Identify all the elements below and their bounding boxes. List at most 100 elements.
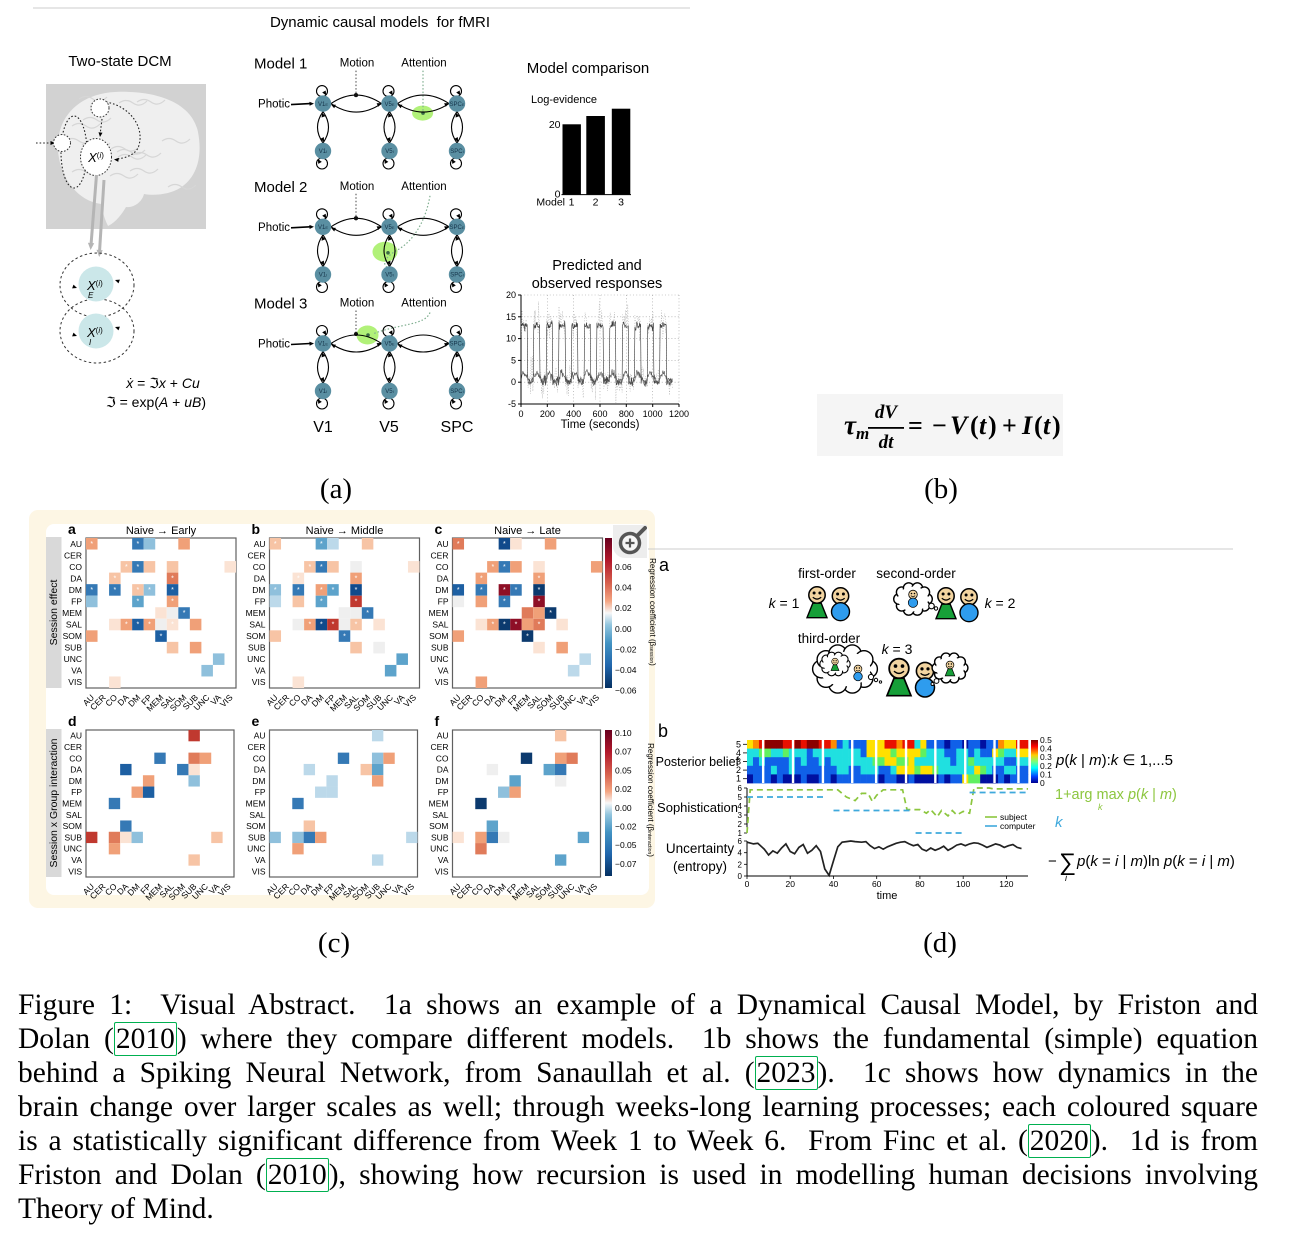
svg-text:*: * xyxy=(526,633,529,640)
svg-text:VIS: VIS xyxy=(252,677,266,687)
svg-text:SPCE: SPCE xyxy=(449,342,464,348)
svg-text:3: 3 xyxy=(736,757,741,767)
svg-text:VA: VA xyxy=(71,855,82,865)
svg-text:10: 10 xyxy=(506,334,516,344)
svg-text:CO: CO xyxy=(436,562,449,572)
svg-text:0.00: 0.00 xyxy=(615,803,632,813)
svg-text:DA: DA xyxy=(70,765,82,775)
svg-text:*: * xyxy=(137,599,140,606)
svg-text:*: * xyxy=(113,576,116,583)
svg-text:ℑ = exp(A + uB): ℑ = exp(A + uB) xyxy=(106,394,206,410)
svg-text:computer: computer xyxy=(1000,821,1036,831)
svg-text:*: * xyxy=(355,599,358,606)
svg-text:0: 0 xyxy=(1040,778,1045,788)
svg-text:Naive → Early: Naive → Early xyxy=(126,525,197,537)
svg-text:DM: DM xyxy=(69,776,82,786)
svg-text:*: * xyxy=(171,576,174,583)
svg-text:0.02: 0.02 xyxy=(615,784,632,794)
svg-text:SAL: SAL xyxy=(66,810,82,820)
svg-text:*: * xyxy=(538,622,541,629)
svg-text:CER: CER xyxy=(248,742,266,752)
svg-text:15: 15 xyxy=(506,312,516,322)
svg-text:*: * xyxy=(480,587,483,594)
svg-text:4: 4 xyxy=(738,802,743,811)
svg-text:*: * xyxy=(320,622,323,629)
svg-text:VIS: VIS xyxy=(68,866,82,876)
svg-text:2: 2 xyxy=(593,197,599,209)
svg-text:SOM: SOM xyxy=(429,821,448,831)
svg-text:AU: AU xyxy=(254,731,266,741)
svg-text:Session effect: Session effect xyxy=(48,580,60,646)
svg-text:DM: DM xyxy=(435,585,448,595)
svg-text:DA: DA xyxy=(254,765,266,775)
svg-text:1+arg max p(k | m): 1+arg max p(k | m) xyxy=(1055,787,1177,803)
svg-text:UNC: UNC xyxy=(430,844,448,854)
svg-text:CO: CO xyxy=(253,562,266,572)
svg-text:0.10: 0.10 xyxy=(615,728,632,738)
svg-text:UNC: UNC xyxy=(247,654,265,664)
svg-text:−0.02: −0.02 xyxy=(615,644,637,654)
svg-text:*: * xyxy=(515,587,518,594)
svg-text:Model comparison: Model comparison xyxy=(527,60,650,77)
svg-text:*: * xyxy=(549,610,552,617)
svg-text:6: 6 xyxy=(738,837,743,846)
svg-text:Motion: Motion xyxy=(340,58,375,70)
svg-text:Attention: Attention xyxy=(401,181,446,193)
svg-text:400: 400 xyxy=(566,409,581,419)
svg-text:*: * xyxy=(90,587,93,594)
svg-text:SAL: SAL xyxy=(249,810,265,820)
svg-text:*: * xyxy=(125,622,128,629)
svg-text:*: * xyxy=(148,622,151,629)
svg-text:DM: DM xyxy=(252,776,265,786)
svg-text:FP: FP xyxy=(255,787,266,797)
svg-text:t: t xyxy=(1043,411,1051,440)
svg-text:V5: V5 xyxy=(379,419,399,436)
svg-text:k: k xyxy=(1098,802,1103,812)
svg-text:0.06: 0.06 xyxy=(615,562,632,572)
svg-text:X(i): X(i) xyxy=(86,325,103,340)
svg-text:60: 60 xyxy=(872,879,882,889)
svg-text:SPCE: SPCE xyxy=(449,102,464,108)
svg-text:3: 3 xyxy=(738,811,743,820)
svg-text:SAL: SAL xyxy=(432,810,448,820)
svg-text:VIS: VIS xyxy=(435,866,449,876)
svg-text:*: * xyxy=(309,622,312,629)
svg-text:V1E: V1E xyxy=(318,342,328,348)
svg-text:V: V xyxy=(950,411,970,440)
svg-text:*: * xyxy=(320,541,323,548)
svg-text:Dynamic causal models for fMR: Dynamic causal models for fMRI xyxy=(270,14,490,31)
svg-text:(entropy): (entropy) xyxy=(673,859,727,874)
svg-text:SUB: SUB xyxy=(248,643,266,653)
svg-text:SUB: SUB xyxy=(248,832,266,842)
svg-text:800: 800 xyxy=(619,409,634,419)
svg-text:I: I xyxy=(89,338,92,347)
svg-text:0.3: 0.3 xyxy=(1040,752,1052,762)
svg-text:Attention: Attention xyxy=(401,298,446,310)
svg-text:V1I: V1I xyxy=(319,389,327,395)
svg-text:SAL: SAL xyxy=(66,620,82,630)
svg-text:V5I: V5I xyxy=(385,149,393,155)
svg-text:0: 0 xyxy=(555,189,561,201)
svg-text:*: * xyxy=(503,599,506,606)
svg-text:+: + xyxy=(1002,411,1017,440)
svg-text:*: * xyxy=(148,587,151,594)
svg-text:*: * xyxy=(320,587,323,594)
svg-text:DM: DM xyxy=(435,776,448,786)
svg-text:2: 2 xyxy=(738,860,743,869)
svg-text:Sophistication: Sophistication xyxy=(657,800,738,815)
svg-text:1000: 1000 xyxy=(643,409,663,419)
svg-text:*: * xyxy=(538,576,541,583)
svg-text:p(k = i | m)ln p(k = i | m): p(k = i | m)ln p(k = i | m) xyxy=(1076,853,1235,870)
svg-text:80: 80 xyxy=(915,879,925,889)
svg-text:*: * xyxy=(457,587,460,594)
svg-text:*: * xyxy=(137,564,140,571)
svg-text:*: * xyxy=(480,576,483,583)
svg-text:c: c xyxy=(435,521,443,537)
svg-text:*: * xyxy=(137,587,140,594)
svg-text:MEM: MEM xyxy=(429,608,449,618)
svg-text:SPCI: SPCI xyxy=(450,273,463,279)
svg-text:VA: VA xyxy=(255,855,266,865)
svg-text:DA: DA xyxy=(70,573,82,583)
svg-text:X(i): X(i) xyxy=(87,150,104,165)
svg-text:−0.02: −0.02 xyxy=(615,822,637,832)
